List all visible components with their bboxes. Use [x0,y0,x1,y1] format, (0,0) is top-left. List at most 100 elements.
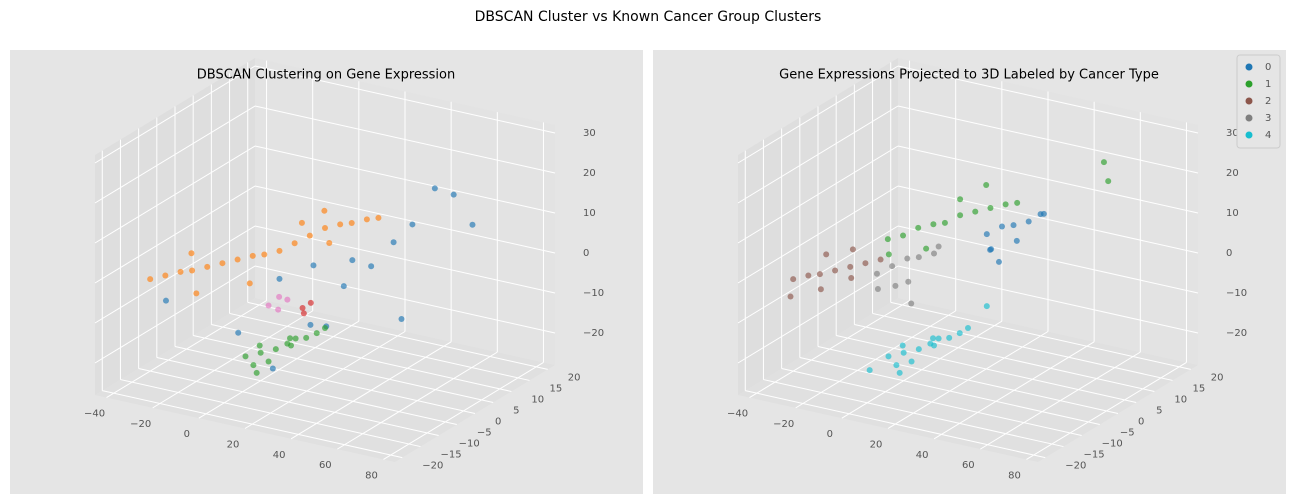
grid-line [817,346,1119,414]
grid-line [94,105,256,204]
point [965,325,971,331]
point [375,214,382,221]
y-tick-label: 5 [513,405,519,416]
y-tick-label: −20 [422,461,443,472]
point [957,212,964,219]
x-tick-label: 60 [962,460,975,471]
grid-line [763,379,1064,448]
point [219,260,226,267]
point [265,302,272,309]
point [983,181,990,188]
point [848,275,855,282]
point [272,346,279,353]
subplot-title: Gene Expressions Projected to 3D Labeled… [779,68,1159,83]
legend-label: 1 [1265,79,1271,90]
point [899,342,906,349]
point [287,335,294,342]
point [349,257,356,264]
subplot: −40−20020406080−20−15−10−505101520−20−10… [10,50,643,494]
point [340,283,347,290]
point [983,303,990,310]
grid-line [94,185,256,284]
point [931,250,938,257]
grid-line [737,105,899,204]
point [249,252,256,259]
grid-line [193,334,494,403]
point [276,293,283,300]
y-tick-label: 0 [1138,417,1144,428]
legend-label: 4 [1265,130,1271,141]
point [816,271,823,278]
point [790,276,797,283]
z-tick-label: −20 [583,328,604,339]
grid-line [872,312,1173,381]
grid-line [120,379,421,448]
z-tick-label: −20 [1226,328,1247,339]
figure-title: DBSCAN Cluster vs Known Cancer Group Clu… [475,9,822,25]
point [930,335,937,342]
point [284,296,291,303]
point [298,219,305,226]
x-tick-label: −20 [130,419,151,430]
point [1002,201,1009,208]
grid-line [174,346,476,414]
z-tick-label: 10 [1226,208,1239,219]
point [904,255,911,262]
point [284,340,291,347]
grid-line [94,65,256,164]
grid-line [836,334,1137,403]
x-tick-label: 80 [365,470,378,481]
point [983,231,990,238]
point [409,221,416,228]
point [874,286,881,293]
point [188,250,195,257]
z-tick-label: 10 [583,208,596,219]
point [817,286,824,293]
point [269,365,276,372]
x-tick-label: 40 [916,450,929,461]
z-tick-label: 0 [583,248,589,259]
grid-line [247,301,548,370]
legend-label: 3 [1265,113,1271,124]
point [915,224,922,231]
point [1013,237,1020,244]
point [885,353,892,360]
point [275,306,282,313]
grid-line [94,225,256,324]
z-tick-label: 30 [1226,128,1239,139]
legend-label: 0 [1265,62,1271,73]
y-tick-label: −20 [1065,461,1086,472]
subplot-title: DBSCAN Clustering on Gene Expression [197,68,456,83]
legend-marker [1245,131,1253,139]
point [923,245,930,252]
point [956,330,963,337]
grid-line [897,185,1199,254]
point [866,367,873,374]
point [291,240,298,247]
point [235,329,242,336]
point [390,239,397,246]
legend-label: 2 [1265,96,1271,107]
grid-line [94,145,256,244]
point [896,369,903,376]
y-tick-label: −10 [1102,439,1123,450]
point [893,362,900,369]
point [1037,211,1044,218]
point [1105,178,1112,185]
point [321,207,328,214]
x-tick-label: 0 [827,429,833,440]
x-tick-label: −40 [727,409,748,420]
point [935,243,942,250]
y-tick-label: 10 [1174,394,1187,405]
point [363,216,370,223]
point [787,293,794,300]
point [189,267,196,274]
grid-line [781,368,1082,437]
x-tick-label: 60 [319,460,332,471]
point [250,362,257,369]
y-tick-label: 20 [568,372,581,383]
point [946,334,953,341]
point [234,256,241,263]
z-tick-label: 20 [1226,168,1239,179]
point [972,208,979,215]
